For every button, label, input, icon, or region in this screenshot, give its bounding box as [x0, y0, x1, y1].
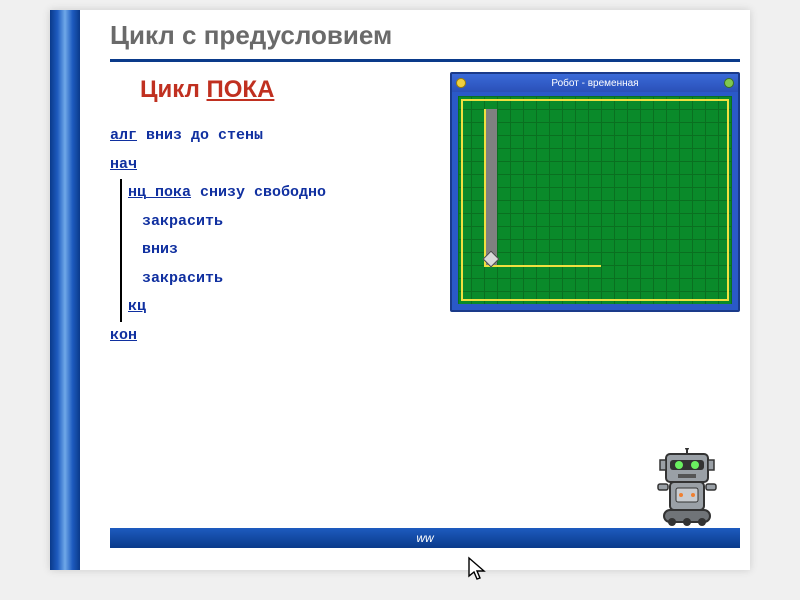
code-cmd-3: закрасить	[128, 265, 326, 294]
mouse-cursor-icon	[466, 556, 488, 584]
code-line-kon: кон	[110, 322, 750, 351]
robot-window: Робот - временная	[450, 72, 740, 312]
keyword-nc: нц	[128, 184, 146, 201]
keyword-nach: нач	[110, 156, 137, 173]
left-decorative-stripe	[50, 10, 80, 570]
robot-window-title: Робот - временная	[551, 78, 638, 89]
keyword-kc: кц	[128, 298, 146, 315]
keyword-kon: кон	[110, 327, 137, 344]
page-title: Цикл с предусловием	[110, 10, 750, 51]
inner-wall	[484, 265, 601, 267]
inner-wall	[484, 109, 486, 265]
alg-text: вниз до стены	[137, 127, 263, 144]
grid-outer-wall	[461, 99, 729, 301]
footer-bar: ww	[110, 528, 740, 548]
robot-grid	[458, 96, 732, 304]
title-underline	[110, 59, 740, 62]
window-button-left[interactable]	[456, 78, 466, 88]
poka-text: снизу свободно	[191, 184, 326, 201]
code-line-kc: кц	[128, 293, 326, 322]
window-button-right[interactable]	[724, 78, 734, 88]
loop-vertical-bar	[120, 179, 122, 322]
slide: Цикл с предусловием Цикл ПОКА алг вниз д…	[50, 10, 750, 570]
robot-window-titlebar: Робот - временная	[452, 74, 738, 92]
loop-body: нц пока снизу свободно закрасить вниз за…	[128, 179, 326, 322]
code-line-nc: нц пока снизу свободно	[128, 179, 326, 208]
robot-mascot	[652, 448, 722, 528]
subtitle-part1: Цикл	[140, 76, 207, 103]
keyword-poka: пока	[146, 184, 191, 201]
keyword-alg: алг	[110, 127, 137, 144]
footer-text: ww	[416, 531, 433, 545]
code-cmd-2: вниз	[128, 236, 326, 265]
subtitle-part2: ПОКА	[207, 76, 275, 103]
code-cmd-1: закрасить	[128, 208, 326, 237]
